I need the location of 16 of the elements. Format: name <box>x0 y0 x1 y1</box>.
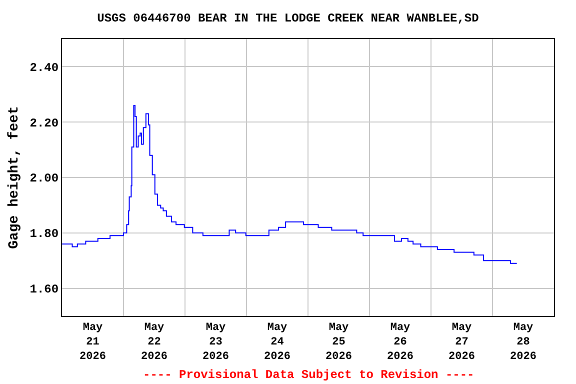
y-tick-label: 1.60 <box>30 282 59 296</box>
x-tick-label: May 21 2026 <box>80 322 106 363</box>
y-tick-label: 2.40 <box>30 60 59 75</box>
chart-title: USGS 06446700 BEAR IN THE LODGE CREEK NEAR WANBLEE,SD <box>97 11 479 26</box>
text: ---- Provisional Data Subject to Revision ---- <box>143 368 474 382</box>
x-tick-label: May 23 2026 <box>202 322 229 363</box>
x-tick-label: May 26 2026 <box>387 322 414 363</box>
x-tick-label: May 24 2026 <box>264 322 290 363</box>
x-tick-label: May 22 2026 <box>141 322 168 363</box>
y-tick-label: 2.00 <box>30 172 59 186</box>
x-tick-label: May 28 2026 <box>510 322 536 363</box>
y-tick-label: 1.80 <box>30 227 59 242</box>
y-tick-label: 2.20 <box>30 116 59 130</box>
x-tick-label: May 27 2026 <box>448 322 475 363</box>
x-tick-label: May 25 2026 <box>326 322 352 363</box>
y-axis-title: Gage height, feet <box>6 106 22 249</box>
